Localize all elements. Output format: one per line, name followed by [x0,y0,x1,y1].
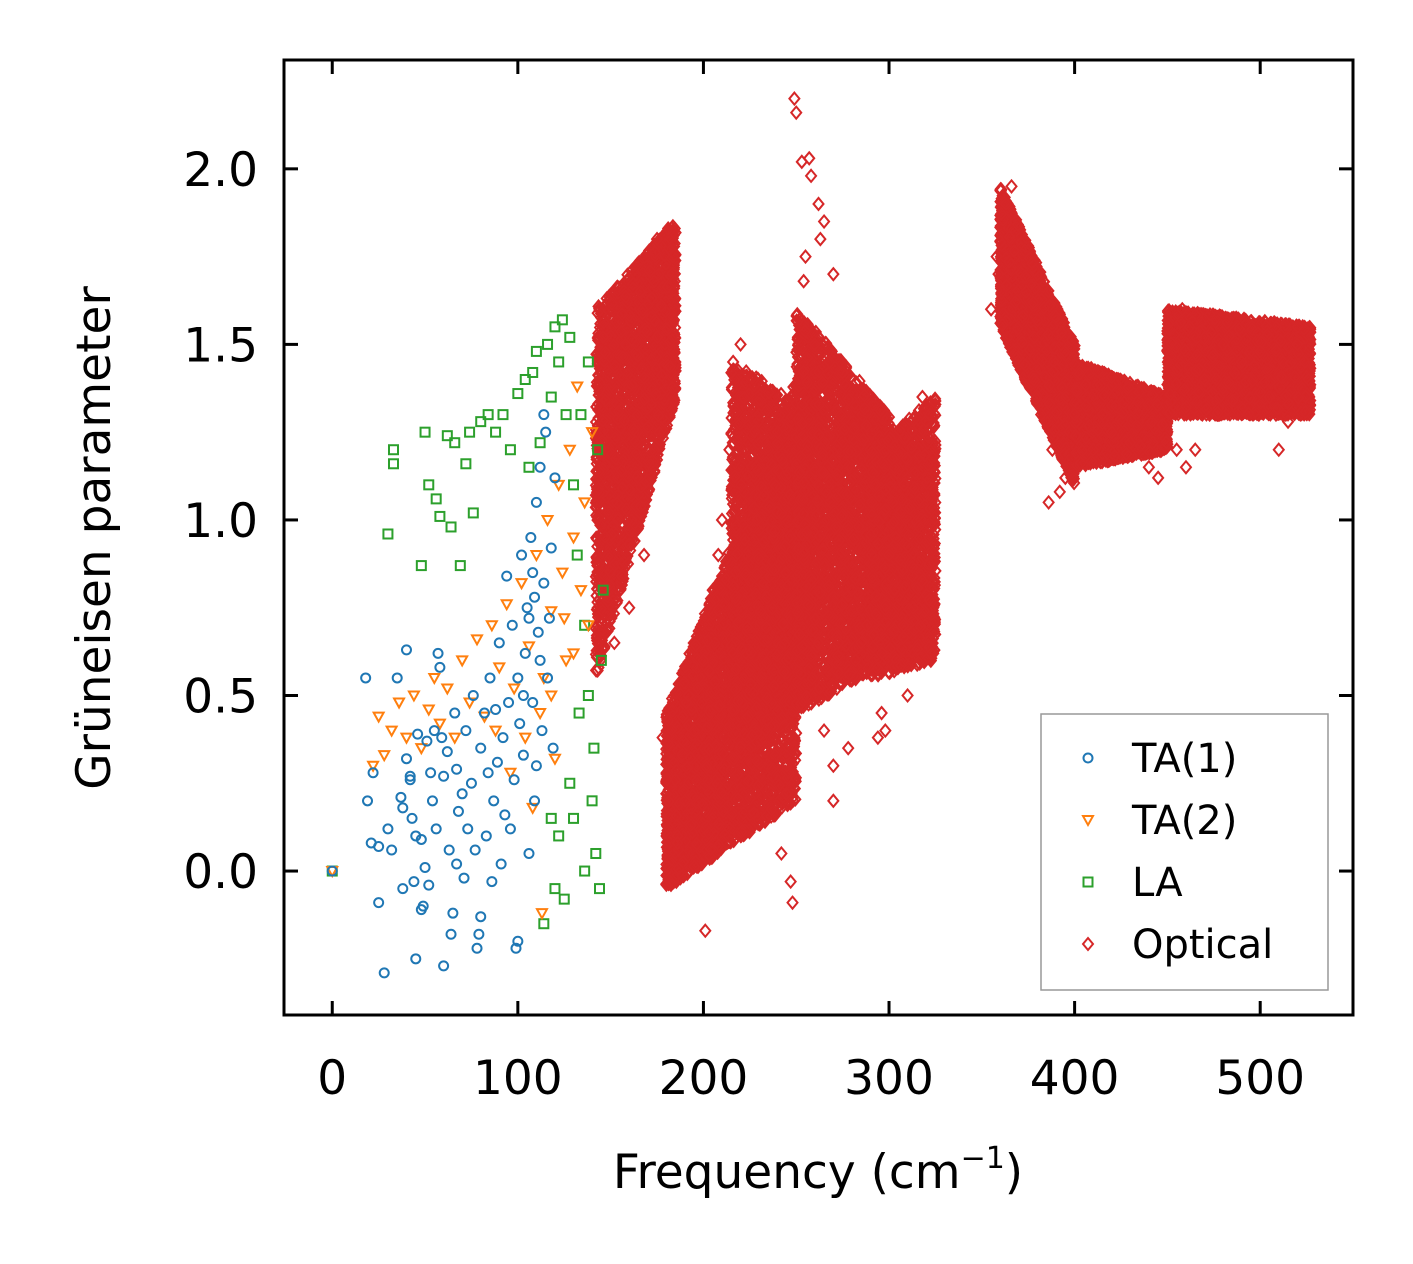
data-markers [325,91,1317,979]
optical-cluster-point [589,662,603,678]
series-optical [589,91,1317,939]
